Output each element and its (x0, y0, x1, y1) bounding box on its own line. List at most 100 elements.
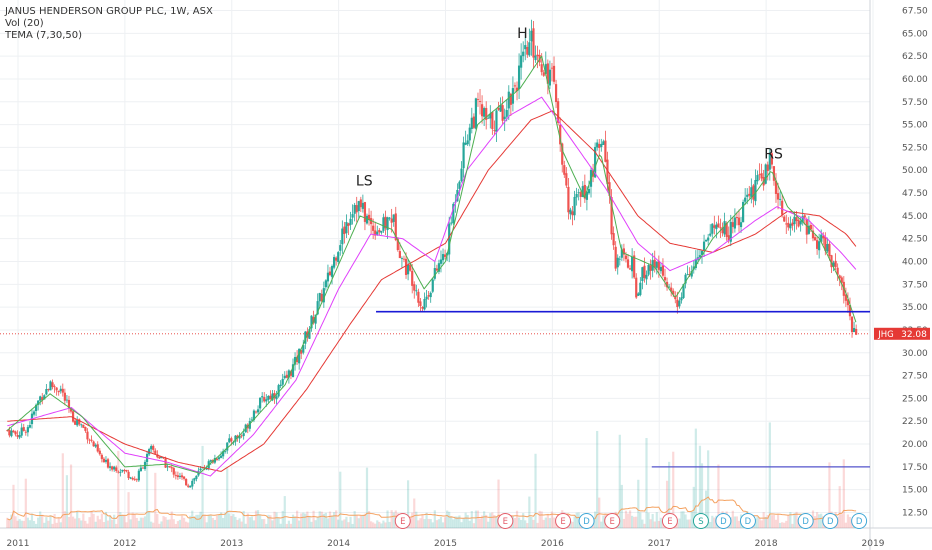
volume-bar (359, 515, 362, 528)
volume-bar (439, 516, 443, 528)
event-marker[interactable]: D (797, 513, 814, 529)
event-marker[interactable]: D (715, 513, 732, 529)
last-price-tag: JHG 32.08 (874, 327, 930, 340)
volume-bar (690, 511, 693, 528)
volume-bar (787, 515, 790, 528)
volume-bar (462, 518, 465, 528)
candle-body (406, 264, 410, 275)
volume-bar (497, 479, 500, 528)
candle-body (733, 217, 736, 229)
y-tick-label: 30.00 (902, 349, 928, 359)
event-marker[interactable]: S (692, 513, 709, 529)
candle-body (530, 30, 533, 42)
candle-body (55, 387, 58, 391)
volume-bar (139, 517, 143, 528)
candle-body (254, 411, 258, 413)
legend-tema: TEMA (7,30,50) (4, 30, 82, 41)
candle-body (267, 395, 270, 400)
volume-bar (554, 522, 558, 528)
y-tick-label: 15.00 (902, 486, 928, 496)
x-tick-label: 2016 (541, 539, 564, 549)
y-tick-label: 27.50 (902, 372, 928, 382)
event-marker[interactable]: D (739, 513, 756, 529)
volume-bar (265, 523, 268, 528)
candle-body (16, 435, 19, 437)
candle-body (505, 109, 508, 117)
candle-body (49, 381, 52, 391)
volume-bar (437, 519, 441, 528)
volume-bar (785, 520, 788, 528)
volume-bar (176, 521, 180, 528)
candle-body (665, 281, 669, 288)
candle-body (571, 211, 574, 216)
event-marker[interactable]: E (555, 513, 572, 529)
volume-bar (789, 512, 792, 528)
y-tick-label: 35.00 (902, 303, 928, 313)
candle-body (655, 261, 658, 268)
volume-bar (197, 514, 200, 528)
volume-bar (84, 520, 87, 528)
candle-body (452, 203, 455, 224)
event-marker[interactable]: E (661, 513, 678, 529)
candle-body (678, 300, 681, 307)
candle-body (88, 439, 91, 441)
candle-body (672, 290, 675, 295)
volume-bar (238, 518, 241, 528)
volume-bar (45, 517, 48, 528)
candle-body (345, 222, 348, 234)
volume-bar (263, 519, 266, 528)
split-icon (692, 513, 709, 529)
y-tick-label: 22.50 (902, 417, 928, 427)
volume-bar (390, 510, 393, 528)
volume-bar (813, 516, 817, 528)
candle-body (337, 252, 340, 262)
candle-body (846, 299, 850, 306)
event-marker[interactable]: E (394, 513, 411, 529)
event-marker[interactable]: E (497, 513, 514, 529)
volume-bar (635, 516, 638, 528)
candle-body (791, 222, 794, 226)
legend-title: JANUS HENDERSON GROUP PLC, 1W, ASX (4, 6, 213, 17)
candle-body (429, 292, 432, 298)
pattern-label-rs: RS (764, 146, 783, 162)
volume-bar (289, 523, 293, 528)
volume-bar (145, 462, 149, 528)
volume-bar (626, 513, 630, 528)
candle-body (799, 221, 802, 225)
earnings-icon (604, 513, 621, 529)
candle-body (635, 277, 638, 298)
candle-body (828, 243, 831, 256)
candle-body (180, 475, 184, 478)
event-label: D (802, 517, 809, 527)
event-marker[interactable]: D (851, 513, 868, 529)
candle-body (631, 256, 634, 272)
candle-body (569, 209, 572, 215)
event-marker[interactable]: E (604, 513, 621, 529)
candle-body (503, 116, 506, 120)
volume-bar (252, 520, 256, 528)
candle-body (756, 175, 759, 182)
candle-body (838, 275, 841, 279)
candle-body (723, 221, 726, 235)
candle-body (252, 410, 256, 421)
candle-body (170, 467, 173, 469)
volume-bar (129, 519, 132, 528)
y-tick-label: 62.50 (902, 52, 928, 62)
volume-bar (80, 520, 83, 528)
volume-bar (433, 510, 436, 528)
candle-body (84, 427, 87, 431)
volume-bar (189, 515, 192, 528)
event-marker[interactable]: D (822, 513, 839, 529)
volume-bar (271, 520, 274, 528)
candle-body (382, 217, 385, 231)
candle-body (314, 314, 317, 324)
event-marker[interactable]: D (578, 513, 595, 529)
candle-body (670, 287, 673, 292)
candle-body (797, 220, 800, 227)
volume-bar (731, 510, 734, 528)
candle-body (439, 259, 443, 264)
volume-bar (522, 513, 525, 528)
candles (6, 19, 858, 490)
volume-bar (427, 518, 430, 528)
